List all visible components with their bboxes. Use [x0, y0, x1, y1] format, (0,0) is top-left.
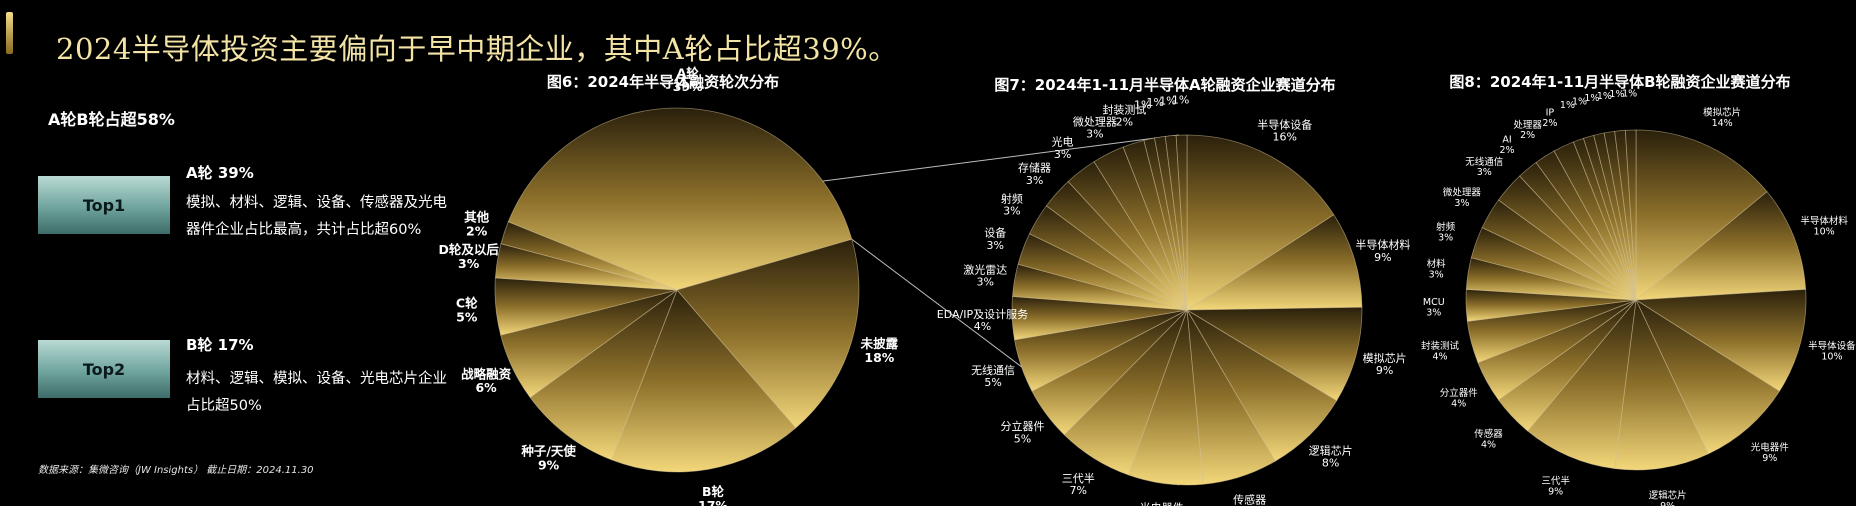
chart6-slice-label-4: 战略融资 6% — [461, 366, 512, 395]
chart6-slice-label-3: 种子/天使 9% — [520, 444, 576, 473]
data-source-note: 数据来源：集微咨询（JW Insights） 截止日期：2024.11.30 — [38, 465, 314, 476]
chart7-slice-label-16: 封装测试 2% — [1102, 102, 1146, 128]
headline-accent-bar — [6, 12, 13, 54]
chart7-slice-label-7: 分立器件 5% — [1000, 419, 1044, 445]
chart7-slice-label-3: 逻辑芯片 8% — [1309, 443, 1353, 469]
top2-round-label: B轮 17% — [186, 336, 254, 354]
top1-badge: Top1 — [38, 176, 170, 234]
chart8-slice-label-22: 1% — [1622, 88, 1637, 99]
chart7-slice-0 — [1186, 134, 1335, 311]
top1-round-label: A轮 39% — [186, 164, 254, 182]
chart8-slice-label-19: 1% — [1584, 93, 1599, 104]
chart6-slice-label-0: A轮 39% — [673, 65, 703, 94]
top2-description: 材料、逻辑、模拟、设备、光电芯片企业占比超50% — [186, 371, 447, 414]
chart7-slice-label-4: 传感器7% — [1233, 493, 1266, 506]
chart8-slice-label-15: 处理器 2% — [1513, 119, 1542, 141]
chart6-slice-label-1: 未披露 18% — [860, 336, 899, 365]
chart8-slice-label-2: 半导体设备 10% — [1808, 340, 1856, 362]
chart8-slice-label-3: 光电器件 9% — [1751, 441, 1790, 463]
chart8-slice-label-6: 传感器 4% — [1474, 428, 1503, 450]
chart8-slice-4 — [1614, 298, 1709, 471]
chart6-slice-1 — [676, 238, 860, 429]
chart7-slice-label-17: 1% — [1134, 98, 1151, 111]
chart8-slice-3 — [1635, 298, 1781, 455]
chart7-slice-label-20: 1% — [1172, 94, 1189, 107]
chart7-slice-label-2: 模拟芯片 9% — [1363, 351, 1407, 377]
chart7-slice-2 — [1185, 306, 1363, 402]
chart7-slice-label-14: 光电 3% — [1052, 135, 1074, 161]
chart8-slice-0 — [1635, 129, 1768, 301]
chart7-slice-1 — [1185, 214, 1363, 311]
chart8-slice-label-10: 材料 3% — [1427, 258, 1447, 280]
chart8-slice-label-16: IP 2% — [1542, 108, 1557, 129]
chart8-slice-2 — [1634, 288, 1807, 392]
chart7-slice-label-8: 无线通信 5% — [971, 363, 1015, 389]
chart6-slice-7 — [500, 221, 678, 291]
chart7-slice-label-19: 1% — [1159, 94, 1176, 107]
summary-title: A轮B轮占超58% — [48, 110, 175, 129]
chart8-slice-label-4: 逻辑芯片9% — [1649, 489, 1687, 506]
chart8-slice-1 — [1634, 191, 1807, 301]
chart8-slice-label-17: 1% — [1560, 100, 1575, 111]
chart7-slice-label-13: 存储器 3% — [1018, 161, 1051, 187]
chart8-slice-label-11: 射频 3% — [1436, 221, 1456, 243]
chart6-pie: A轮 39% 未披露 18% B轮 17% 种子/天使 9% 战略融资 6% C轮 5% D轮及以后 3%… — [438, 65, 898, 506]
chart6-title: 图6：2024年半导体融资轮次分布 — [547, 73, 779, 91]
page-headline: 2024半导体投资主要偏向于早中期企业，其中A轮占比超39%。 — [56, 32, 898, 66]
chart8-title: 图8：2024年1-11月半导体B轮融资企业赛道分布 — [1449, 73, 1790, 91]
top1-description: 模拟、材料、逻辑、设备、传感器及光电器件企业占比最高，共计占比超60% — [186, 195, 447, 238]
chart7-slice-label-10: 激光雷达 3% — [963, 262, 1007, 288]
chart7-slice-20 — [1175, 134, 1188, 311]
chart6-slice-label-2: B轮 17% — [698, 484, 728, 506]
chart8-slice-label-7: 分立器件 4% — [1440, 387, 1479, 409]
chart7-slice-label-1: 半导体材料 9% — [1355, 238, 1410, 264]
chart8-slice-label-12: 微处理器 3% — [1443, 187, 1482, 209]
chart8-slice-label-0: 模拟芯片 14% — [1703, 107, 1741, 129]
chart7-slice-label-0: 半导体设备 16% — [1257, 117, 1312, 143]
chart8-slice-label-5: 三代半 9% — [1541, 475, 1570, 497]
chart8-slice-label-8: 封装测试 4% — [1421, 340, 1460, 362]
chart8-slice-label-20: 1% — [1597, 91, 1612, 102]
chart8-slice-label-21: 1% — [1609, 89, 1624, 100]
chart6-slice-label-5: C轮 5% — [456, 296, 478, 325]
chart8-slice-label-14: AI 2% — [1500, 135, 1515, 156]
chart8-slice-label-18: 1% — [1572, 96, 1587, 107]
chart8-slice-label-13: 无线通信 3% — [1465, 156, 1503, 178]
chart6-slice-0 — [507, 107, 853, 291]
chart8-slice-5 — [1527, 298, 1637, 470]
chart6-slice-label-6: D轮及以后 3% — [438, 242, 499, 271]
chart6-slice-label-7: 其他 2% — [464, 210, 490, 239]
chart8-slice-22 — [1624, 129, 1637, 301]
chart7-title: 图7：2024年1-11月半导体A轮融资企业赛道分布 — [994, 76, 1335, 94]
chart6-slice-3 — [529, 288, 678, 461]
chart8-slice-label-1: 半导体材料 10% — [1800, 215, 1848, 237]
chart7-slice-label-15: 微处理器 3% — [1073, 114, 1117, 140]
chart7-slice-label-6: 三代半 7% — [1062, 471, 1095, 497]
chart7-slice-label-12: 射频 3% — [1001, 191, 1023, 217]
chart8-slice-label-9: MCU 3% — [1423, 297, 1445, 318]
chart7-slice-label-18: 1% — [1147, 96, 1164, 109]
chart7-slice-label-5: 光电器件7% — [1140, 501, 1184, 506]
top2-badge: Top2 — [38, 340, 170, 398]
chart6-slice-2 — [610, 289, 797, 473]
chart7-slice-label-9: EDA/IP及设计服务 4% — [937, 308, 1028, 333]
chart7-slice-label-11: 设备 3% — [984, 226, 1006, 252]
